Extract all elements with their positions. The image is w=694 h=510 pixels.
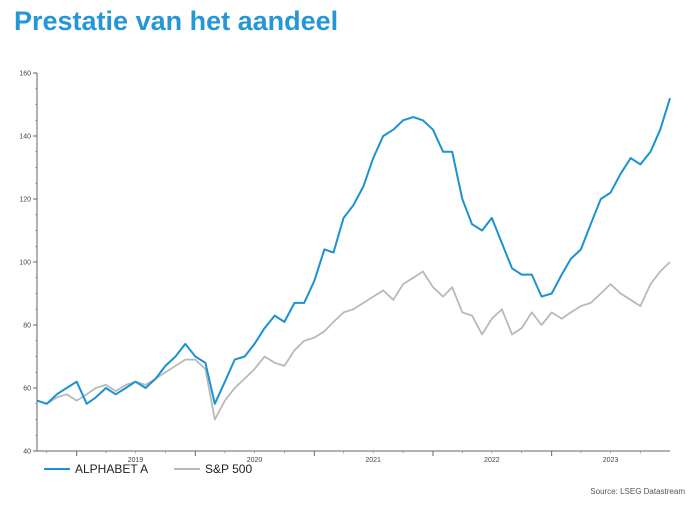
y-tick-label: 140 [19,134,31,141]
x-tick-label: 2019 [128,457,144,464]
legend-item-alphabet-a: ALPHABET A [44,462,148,476]
y-tick-label: 120 [19,197,31,204]
series-line-alphabet-a [36,97,671,405]
y-tick-label: 80 [23,323,31,330]
source-note: Source: LSEG Datastream [590,487,685,496]
x-tick-label: 2021 [365,457,381,464]
series-line-sp500 [36,261,671,421]
x-tick-label: 2022 [484,457,500,464]
y-tick-label: 160 [19,71,31,78]
y-axis: 40 60 80 100 120 140 160 [19,71,37,456]
x-tick-label: 2020 [247,457,263,464]
legend-label: ALPHABET A [75,462,148,476]
x-axis: 2019 2020 2021 2022 2023 [46,451,641,464]
legend-label: S&P 500 [205,462,252,476]
series-lines [36,97,671,421]
legend-item-sp500: S&P 500 [174,462,252,476]
y-tick-label: 40 [23,449,31,456]
y-tick-label: 60 [23,386,31,393]
legend: ALPHABET A S&P 500 [44,462,252,476]
y-tick-label: 100 [19,260,31,267]
x-tick-label: 2023 [603,457,619,464]
page-title: Prestatie van het aandeel [14,6,339,36]
